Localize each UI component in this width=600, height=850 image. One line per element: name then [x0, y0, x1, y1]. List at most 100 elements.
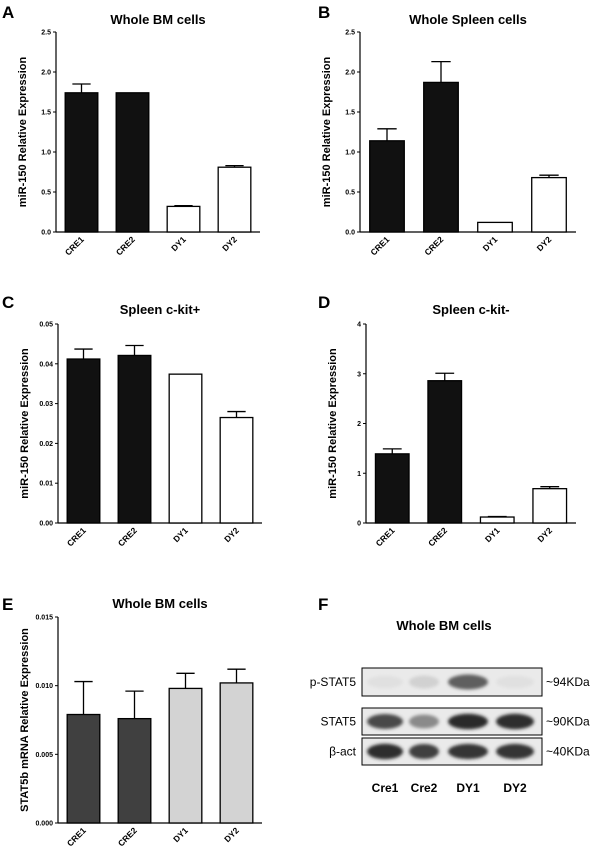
chart-title: Whole Spleen cells — [409, 12, 527, 27]
bar-cre1 — [66, 713, 101, 824]
bar-cre1 — [66, 358, 101, 524]
blot-band — [409, 743, 439, 760]
blot-band — [448, 743, 488, 760]
bar-cre2 — [117, 717, 152, 824]
y-tick-label: 2.0 — [345, 70, 355, 77]
category-label: CRE1 — [63, 234, 86, 257]
category-label: CRE2 — [114, 234, 137, 257]
blot-lane-label: DY1 — [456, 781, 480, 795]
y-tick-label: 0.0 — [41, 230, 51, 237]
blot-row-label: β-act — [329, 745, 357, 759]
blot-row-label: STAT5 — [320, 715, 356, 729]
chart-title: Spleen c-kit+ — [120, 302, 201, 317]
category-label: DY1 — [169, 234, 188, 253]
blot-band — [496, 713, 534, 730]
blot-band — [367, 714, 403, 729]
bar-dy1 — [166, 205, 201, 233]
bar-dy1 — [477, 221, 513, 233]
y-axis-label: STAT5b mRNA Relative Expression — [19, 628, 31, 812]
bar-dy2 — [532, 488, 568, 524]
category-label: CRE1 — [65, 525, 88, 548]
y-tick-label: 1.5 — [345, 110, 355, 117]
y-tick-label: 0.5 — [345, 190, 355, 197]
y-tick-label: 1 — [357, 471, 361, 478]
y-tick-label: 0.03 — [39, 401, 53, 408]
chart-title: Whole BM cells — [110, 12, 205, 27]
chart-whole-spleen-mir150: Whole Spleen cells miR-150 Relative Expre… — [321, 12, 576, 257]
y-axis-label: miR-150 Relative Expression — [17, 57, 29, 208]
blot-band — [367, 743, 403, 760]
category-label: CRE2 — [426, 525, 449, 548]
y-tick-label: 0.04 — [39, 361, 53, 368]
bar-cre1 — [374, 453, 410, 524]
y-tick-label: 0.0 — [345, 230, 355, 237]
bar-cre2 — [115, 92, 150, 233]
y-tick-label: 4 — [357, 322, 361, 329]
panel-letter-c: C — [2, 293, 14, 312]
bar-cre2 — [423, 81, 459, 233]
y-tick-label: 1.0 — [41, 150, 51, 157]
chart-whole-bm-stat5b: Whole BM cells STAT5b mRNA Relative Expre… — [19, 596, 262, 848]
blot-band — [448, 713, 488, 730]
blot-title: Whole BM cells — [396, 618, 491, 633]
bar-cre1 — [64, 92, 99, 233]
panel-letter-e: E — [2, 595, 13, 614]
chart-spleen-ckit-pos-mir150: Spleen c-kit+ miR-150 Relative Expression… — [19, 302, 262, 548]
blot-size-label: ~40KDa — [546, 745, 590, 759]
y-tick-label: 1.5 — [41, 110, 51, 117]
panel-letter-f: F — [318, 595, 328, 614]
y-tick-label: 2 — [357, 421, 361, 428]
y-tick-label: 0.000 — [35, 821, 53, 828]
panel-letter-a: A — [2, 3, 14, 22]
blot-size-label: ~90KDa — [546, 715, 590, 729]
bar-cre2 — [427, 380, 463, 524]
bar-cre2 — [117, 354, 152, 524]
blot-band — [448, 674, 488, 690]
blot-band — [367, 675, 403, 689]
category-label: DY2 — [535, 525, 554, 544]
y-tick-label: 2.0 — [41, 70, 51, 77]
panel-letter-b: B — [318, 3, 330, 22]
y-tick-label: 3 — [357, 371, 361, 378]
bar-dy2 — [219, 682, 254, 824]
blot-lane-label: Cre1 — [372, 781, 399, 795]
blot-lane-label: Cre2 — [411, 781, 438, 795]
bar-dy2 — [217, 166, 252, 233]
panel-letter-d: D — [318, 293, 330, 312]
category-label: DY1 — [171, 825, 190, 844]
chart-title: Whole BM cells — [112, 596, 207, 611]
category-label: DY2 — [220, 234, 239, 253]
y-axis-label: miR-150 Relative Expression — [327, 348, 339, 499]
category-label: CRE2 — [422, 234, 445, 257]
y-tick-label: 2.5 — [41, 30, 51, 37]
category-label: CRE1 — [368, 234, 391, 257]
blot-band — [409, 714, 439, 729]
category-label: CRE1 — [65, 825, 88, 848]
y-tick-label: 2.5 — [345, 30, 355, 37]
blot-band — [496, 675, 534, 689]
y-tick-label: 0.005 — [35, 752, 53, 759]
bar-dy1 — [168, 687, 203, 824]
y-axis-label: miR-150 Relative Expression — [321, 57, 333, 208]
blot-row-label: p-STAT5 — [310, 675, 357, 689]
category-label: CRE2 — [116, 825, 139, 848]
blot-size-label: ~94KDa — [546, 675, 590, 689]
bar-dy1 — [168, 373, 203, 524]
y-axis-label: miR-150 Relative Expression — [19, 348, 31, 499]
bar-dy2 — [219, 416, 254, 524]
category-label: DY1 — [483, 525, 502, 544]
y-tick-label: 1.0 — [345, 150, 355, 157]
y-tick-label: 0.01 — [39, 481, 53, 488]
category-label: DY1 — [481, 234, 500, 253]
y-tick-label: 0.010 — [35, 683, 53, 690]
bar-dy2 — [531, 176, 567, 233]
y-tick-label: 0.015 — [35, 615, 53, 622]
category-label: DY2 — [535, 234, 554, 253]
chart-spleen-ckit-neg-mir150: Spleen c-kit-miR-150 Relative Expression… — [327, 302, 576, 548]
blot-lane-label: DY2 — [503, 781, 527, 795]
y-tick-label: 0.05 — [39, 322, 53, 329]
y-tick-label: 0 — [357, 521, 361, 528]
category-label: DY2 — [222, 825, 241, 844]
bar-dy1 — [479, 516, 515, 524]
